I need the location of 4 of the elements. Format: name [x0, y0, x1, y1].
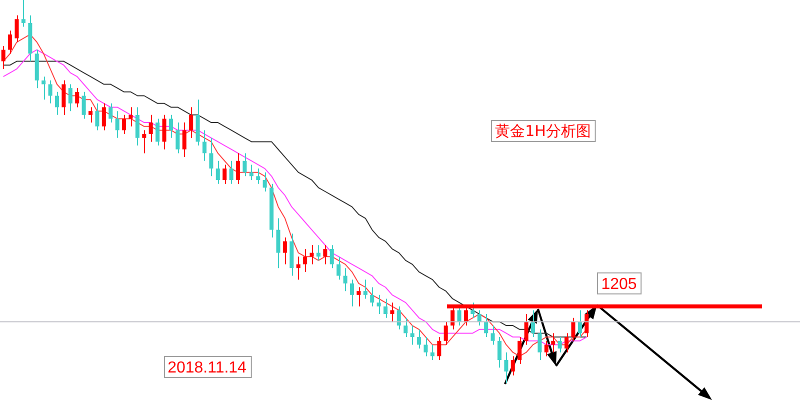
- annotation: 2018.11.14: [168, 359, 247, 376]
- annotation: 黄金1H分析图: [495, 122, 591, 140]
- candlestick: [424, 336, 428, 357]
- annotation: 1205: [601, 276, 637, 293]
